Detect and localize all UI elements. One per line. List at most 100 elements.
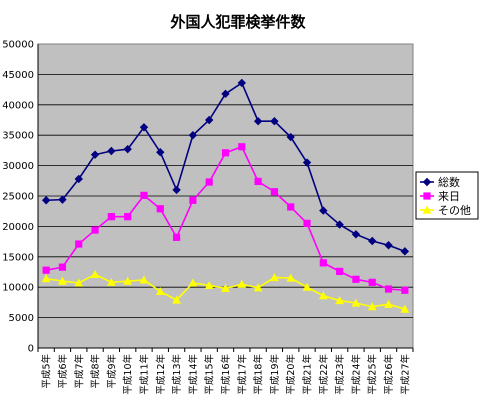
- y-tick-label: 20000: [2, 222, 34, 233]
- y-tick-label: 25000: [2, 192, 34, 203]
- x-tick-label: 平成24年: [350, 354, 362, 395]
- data-point: [41, 274, 51, 283]
- data-point: [303, 219, 311, 227]
- y-tick-label: 15000: [2, 252, 34, 263]
- y-tick-label: 30000: [2, 161, 34, 172]
- gridlines: [38, 74, 413, 319]
- data-point: [254, 177, 262, 186]
- data-point: [368, 236, 377, 246]
- legend-label: 総数: [438, 175, 460, 189]
- x-tick-label: 平成10年: [122, 354, 134, 395]
- y-tick-label: 0: [28, 344, 34, 355]
- data-point: [155, 287, 165, 296]
- data-point: [319, 206, 328, 215]
- data-point: [41, 196, 51, 205]
- data-point: [156, 205, 164, 213]
- data-point: [91, 226, 99, 234]
- data-point: [107, 213, 115, 221]
- y-tick-label: 45000: [2, 70, 34, 81]
- x-tick-label: 平成6年: [57, 354, 69, 389]
- x-tick-label: 平成11年: [138, 354, 150, 395]
- x-tick-label: 平成14年: [187, 354, 199, 395]
- data-point: [90, 270, 100, 279]
- data-point: [204, 115, 214, 125]
- data-point: [188, 131, 198, 140]
- data-point: [318, 291, 328, 300]
- x-tick-label: 平成12年: [155, 354, 167, 395]
- data-point: [221, 284, 230, 293]
- data-point: [237, 279, 247, 288]
- series-group: [41, 78, 410, 313]
- data-point: [270, 273, 279, 282]
- data-point: [286, 273, 296, 282]
- data-point: [42, 266, 50, 274]
- data-point: [156, 148, 165, 157]
- data-point: [123, 144, 132, 154]
- data-point: [336, 267, 344, 275]
- data-point: [302, 282, 312, 291]
- data-point: [253, 283, 263, 292]
- data-point: [106, 277, 116, 286]
- data-point: [287, 203, 295, 211]
- data-point: [205, 178, 213, 186]
- x-tick-label: 平成27年: [399, 354, 411, 395]
- series-1: [41, 78, 410, 256]
- y-axis: 0 5000 10000 15000 20000 25000 30000 35000 40000…: [2, 40, 39, 355]
- data-point: [123, 276, 133, 285]
- data-point: [368, 278, 376, 286]
- data-point: [302, 158, 312, 167]
- x-tick-label: 平成21年: [302, 354, 314, 395]
- x-tick-label: 平成17年: [236, 354, 248, 395]
- y-tick-label: 5000: [9, 313, 34, 324]
- data-point: [172, 233, 181, 241]
- y-tick-label: 40000: [2, 100, 34, 111]
- data-point: [107, 146, 116, 156]
- x-tick-label: 平成19年: [269, 354, 281, 395]
- chart-title: 外国人犯罪検挙件数: [169, 13, 306, 31]
- data-point: [352, 275, 360, 283]
- data-point: [139, 275, 149, 284]
- data-point: [400, 247, 410, 256]
- data-point: [172, 185, 181, 195]
- y-tick-label: 35000: [2, 131, 34, 142]
- data-point: [253, 117, 263, 126]
- data-point: [90, 150, 100, 159]
- data-point: [204, 280, 214, 289]
- data-point: [58, 263, 67, 271]
- data-point: [270, 117, 279, 126]
- data-point: [401, 286, 409, 294]
- data-point: [335, 296, 345, 305]
- legend-label: その他: [438, 204, 471, 217]
- data-point: [58, 276, 67, 285]
- y-tick-label: 10000: [2, 283, 34, 294]
- x-tick-label: 平成9年: [106, 354, 118, 389]
- data-point: [74, 278, 84, 287]
- x-tick-label: 平成18年: [253, 354, 265, 395]
- data-point: [75, 240, 83, 248]
- data-point: [139, 123, 149, 132]
- series-3: [41, 270, 410, 313]
- legend-label: 来日: [438, 190, 460, 203]
- data-point: [172, 295, 181, 304]
- x-axis: 平成5年 平成6年 平成7年 平成8年 平成9年 平成10年 平成11年 平成12年 平成13年…: [37, 347, 414, 395]
- x-tick-label: 平成23年: [334, 354, 346, 395]
- data-point: [237, 78, 247, 88]
- x-tick-label: 平成16年: [220, 354, 232, 395]
- data-point: [335, 220, 344, 229]
- data-point: [400, 304, 410, 313]
- data-point: [188, 278, 198, 287]
- data-point: [351, 230, 361, 239]
- data-point: [384, 241, 393, 250]
- data-point: [189, 196, 197, 204]
- data-point: [319, 259, 327, 267]
- legend-swatch-marker: [422, 177, 432, 187]
- x-tick-label: 平成7年: [73, 354, 85, 389]
- series-2: [42, 143, 409, 294]
- x-tick-label: 平成25年: [367, 354, 379, 395]
- y-tick-label: 50000: [2, 40, 34, 51]
- x-tick-label: 平成22年: [318, 354, 330, 395]
- data-point: [351, 298, 361, 307]
- legend-swatch-marker: [423, 192, 431, 200]
